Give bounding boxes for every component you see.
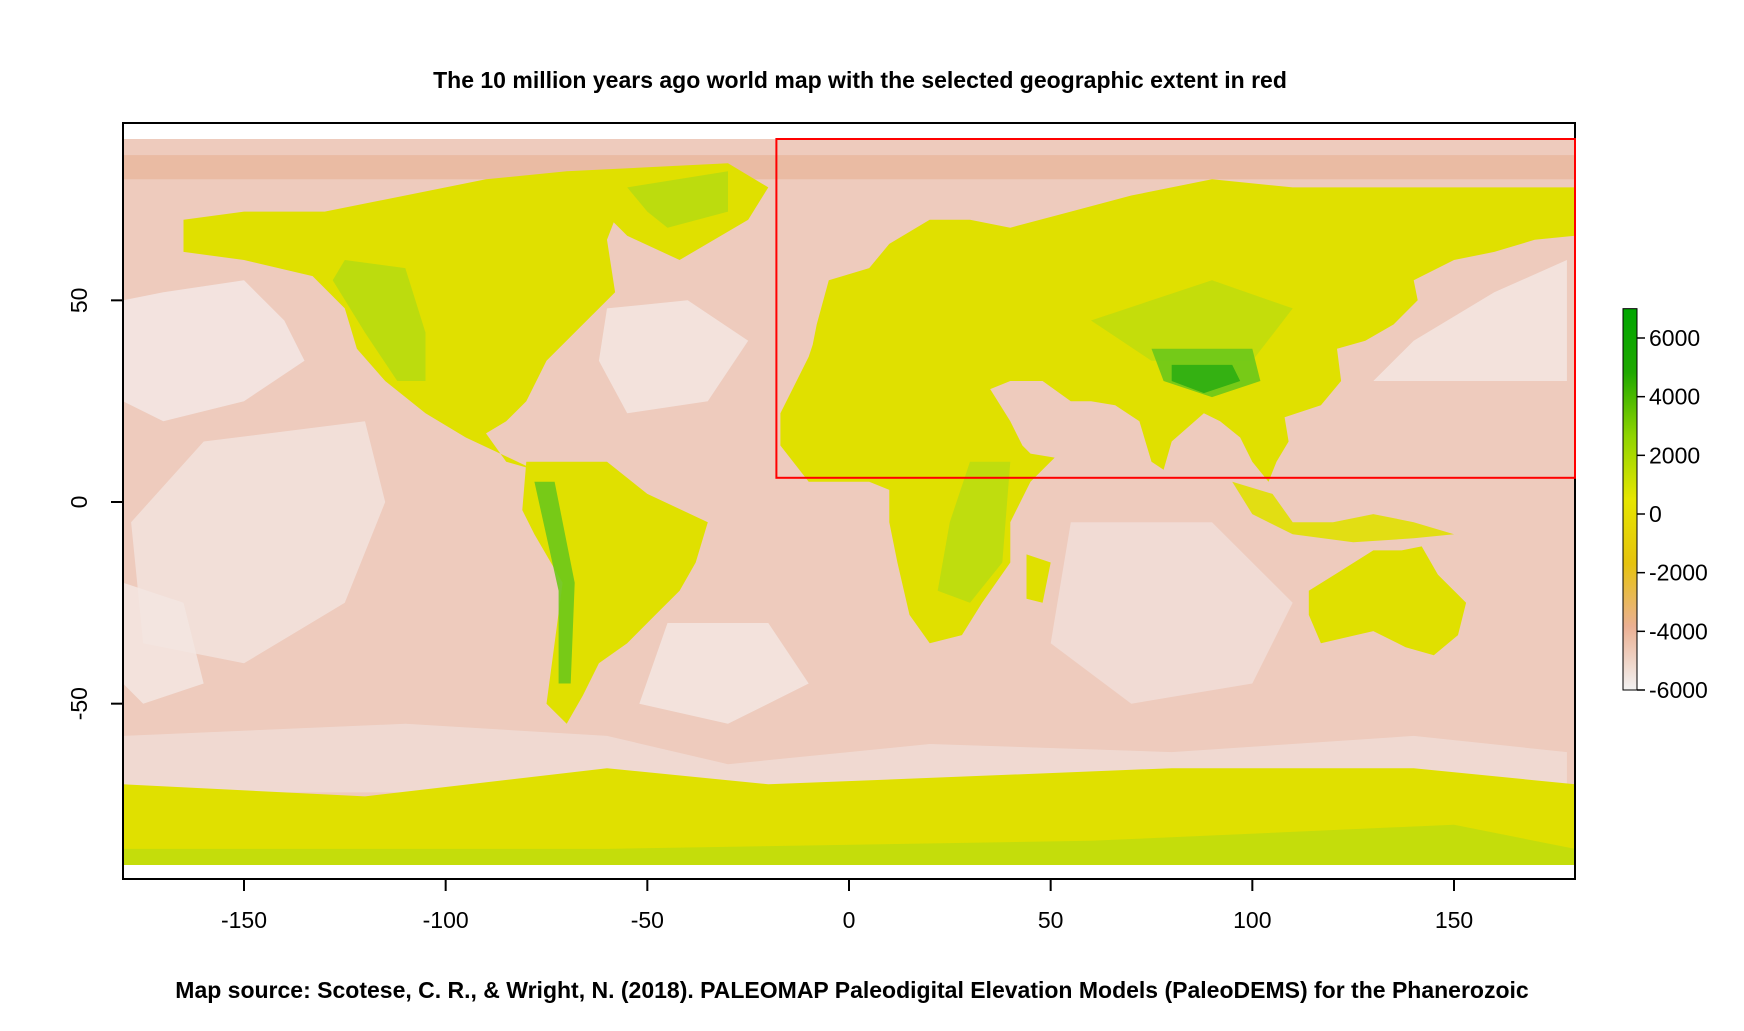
central-asia-highlands xyxy=(1091,280,1293,361)
legend-tick-label: -4000 xyxy=(1649,618,1708,644)
legend-tick-label: -6000 xyxy=(1649,677,1708,703)
greenland-ice xyxy=(627,171,728,228)
legend-tick-label: -2000 xyxy=(1649,560,1708,586)
x-tick-label: -100 xyxy=(423,907,469,933)
deep-ocean-north-atlantic xyxy=(598,300,749,414)
legend-tick-label: 6000 xyxy=(1649,325,1700,351)
x-axis: -150 -100 -50 0 50 100 150 xyxy=(221,878,1473,933)
color-legend: 6000 4000 2000 0 -2000 -4000 -6000 xyxy=(1622,308,1708,703)
legend-tick-label: 2000 xyxy=(1649,442,1700,468)
x-tick-label: 100 xyxy=(1233,907,1271,933)
x-tick-label: -50 xyxy=(631,907,664,933)
legend-tick-label: 4000 xyxy=(1649,384,1700,410)
x-tick-label: -150 xyxy=(221,907,267,933)
deep-ocean-central-pacific xyxy=(131,421,386,664)
y-tick-label: 0 xyxy=(66,496,92,509)
deep-ocean-indian xyxy=(1050,522,1293,704)
y-axis: 50 0 -50 xyxy=(66,288,123,720)
map-source-caption: Map source: Scotese, C. R., & Wright, N.… xyxy=(175,977,1529,1003)
y-tick-label: -50 xyxy=(66,687,92,720)
antarctic-plateau xyxy=(123,824,1575,865)
x-tick-label: 0 xyxy=(843,907,856,933)
deep-ocean-south-pacific xyxy=(123,582,204,704)
tibetan-plateau-core xyxy=(1171,364,1241,394)
map-title: The 10 million years ago world map with … xyxy=(433,67,1287,93)
andes xyxy=(534,481,575,684)
selected-extent-rectangle xyxy=(775,138,1576,479)
madagascar xyxy=(1026,554,1051,603)
deep-ocean-south-atlantic xyxy=(639,623,809,724)
legend-colorbar xyxy=(1622,308,1638,691)
deep-ocean-north-pacific xyxy=(123,280,305,422)
x-tick-label: 150 xyxy=(1435,907,1473,933)
rocky-mountains xyxy=(332,260,426,381)
shelf-arctic xyxy=(123,155,1575,180)
x-tick-label: 50 xyxy=(1038,907,1064,933)
southeast-asia-islands xyxy=(1232,481,1454,543)
elevation-raster xyxy=(123,139,1575,865)
east-africa-highlands xyxy=(937,461,1011,603)
legend-tick-label: 0 xyxy=(1649,501,1662,527)
australia xyxy=(1308,546,1467,656)
y-tick-label: 50 xyxy=(66,288,92,314)
deep-ocean-west-pacific xyxy=(1373,260,1567,381)
